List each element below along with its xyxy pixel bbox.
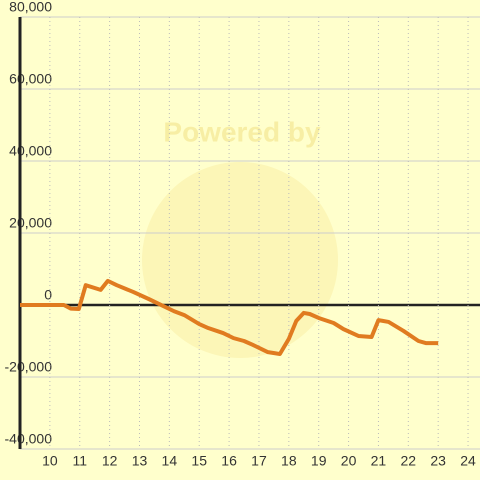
watermark-logo [142,162,338,358]
x-tick-label: 13 [132,453,148,469]
watermark: Powered by [163,116,321,147]
y-tick-label: 20,000 [9,215,52,231]
x-tick-label: 19 [311,453,327,469]
y-tick-label: 0 [44,287,52,303]
y-tick-label: 40,000 [9,143,52,159]
x-tick-label: 20 [341,453,357,469]
x-tick-label: 24 [460,453,476,469]
x-tick-label: 16 [221,453,237,469]
y-tick-label: -40,000 [5,431,53,447]
y-tick-label: 60,000 [9,71,52,87]
x-tick-label: 22 [401,453,417,469]
x-tick-label: 17 [251,453,267,469]
x-tick-label: 18 [281,453,297,469]
x-tick-label: 11 [72,453,87,469]
x-tick-label: 21 [371,453,387,469]
x-tick-label: 14 [162,453,178,469]
y-tick-label: -20,000 [5,359,53,375]
data-line [20,278,439,356]
x-tick-label: 10 [42,453,58,469]
x-tick-label: 15 [191,453,207,469]
y-tick-label: 80,000 [9,0,52,15]
x-tick-label: 23 [430,453,446,469]
x-tick-label: 12 [102,453,118,469]
